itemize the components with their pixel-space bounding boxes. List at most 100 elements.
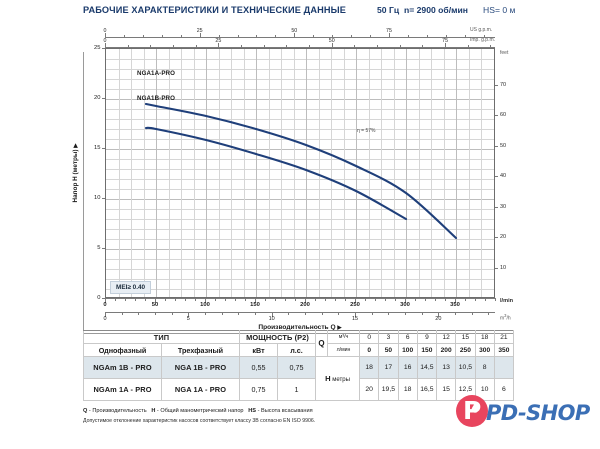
footnote-tolerance: Допустимое отклонение характеристик насо…: [83, 417, 316, 424]
axis-tick: [377, 45, 379, 48]
y-axis-arrow-icon: ▶: [73, 143, 79, 148]
mei-badge: MEI≥ 0.40: [110, 280, 152, 294]
axis-tick: [171, 312, 173, 315]
axis-tick-label: 0: [97, 295, 101, 301]
gridline-horizontal: [106, 109, 494, 110]
h-unit: метры: [330, 377, 350, 383]
axis-tick: [465, 298, 466, 301]
axis-tick: [490, 45, 492, 48]
q-value-m3h-1: 3: [378, 330, 399, 344]
axis-tick: [407, 35, 409, 38]
axis-tick: [256, 35, 258, 38]
power-kw-value: 0,55: [239, 356, 279, 379]
axis-tick: [405, 298, 406, 303]
axis-tick: [471, 312, 473, 315]
power-hp-value: 0,75: [277, 356, 317, 379]
gridline-horizontal: [106, 209, 494, 210]
axis-tick: [241, 45, 243, 48]
axis-tick: [175, 298, 176, 301]
axis-tick: [145, 298, 146, 301]
axis-tick: [435, 298, 436, 301]
axis-tick-label: 30: [500, 203, 507, 210]
axis-tick: [237, 35, 239, 38]
axis-tick: [495, 298, 496, 301]
axis-tick: [345, 298, 346, 301]
axis-tick: [426, 35, 428, 38]
gridline-horizontal: [106, 269, 494, 270]
h-value-6: 10: [474, 378, 495, 401]
gridline-horizontal: [106, 279, 494, 280]
axis-tick: [365, 298, 366, 301]
axis-tick: [455, 312, 456, 315]
axis-tick-label: 50: [291, 27, 298, 34]
q-value-lmin-7: 350: [493, 343, 515, 357]
h-value-5: 10,5: [455, 356, 476, 379]
axis-top-imp-gpm: 0 25 50 75: [103, 37, 495, 48]
gridline-vertical: [256, 49, 257, 297]
axis-tick: [315, 298, 316, 301]
axis-tick: [445, 298, 446, 301]
h-symbol: H: [325, 374, 331, 383]
axis-bottom-lmin: 0 50 100 150 200 250 300 350: [103, 298, 496, 310]
axis-tick: [173, 45, 175, 48]
axis-tick: [375, 298, 376, 301]
axis-tick-label: 50: [328, 37, 335, 44]
axis-tick: [275, 298, 276, 301]
header-power: МОЩНОСТЬ (P2): [239, 330, 317, 344]
axis-tick: [325, 298, 326, 301]
table-row[interactable]: NGAm 1A - PRO NGA 1A - PRO 0,75 1 20 19,5 18 16…: [83, 378, 515, 401]
h-value-0: 18: [359, 356, 380, 379]
axis-tick: [495, 84, 498, 86]
axis-tick: [421, 312, 423, 315]
curve-label-nga1a: NGA1A-PRO: [137, 70, 176, 77]
axis-tick-label: 300: [400, 302, 410, 308]
header-q-unit-lmin: л/мин: [327, 343, 361, 357]
gridline-horizontal: [106, 219, 494, 220]
axis-tick: [321, 312, 323, 315]
header-frequency: 50 Гц: [377, 5, 400, 15]
axis-tick: [354, 45, 356, 48]
axis-tick: [495, 206, 498, 208]
h-value-4: 15: [436, 378, 457, 401]
gridline-horizontal: [106, 69, 494, 70]
plot-area: NGA1A-PRO NGA1B-PRO η = 57% MEI≥ 0.40: [105, 48, 495, 298]
axis-tick: [485, 298, 486, 301]
power-hp-value: 1: [277, 378, 317, 401]
gridline-vertical: [243, 49, 245, 297]
footnote-h-symbol: H: [151, 408, 156, 414]
q-value-m3h-5: 15: [455, 330, 476, 344]
axis-tick: [195, 298, 196, 301]
axis-top-us-gpm: 0 25 50 75: [104, 27, 495, 38]
axis-tick-label: 200: [300, 302, 310, 308]
chart-left-rule: [83, 52, 84, 334]
axis-tick: [142, 35, 144, 38]
x-axis-title: Производительность Q ▶: [105, 324, 495, 331]
axis-tick-label: 350: [450, 302, 460, 308]
axis-tick: [305, 312, 306, 315]
axis-tick-label: 25: [215, 37, 222, 44]
axis-tick-label: 25: [196, 27, 203, 34]
axis-tick: [255, 298, 256, 303]
table-row[interactable]: NGAm 1B - PRO NGA 1B - PRO 0,55 0,75 H метры…: [83, 356, 515, 401]
axis-tick: [388, 33, 390, 38]
axis-tick: [351, 35, 353, 38]
axis-line: [105, 37, 495, 38]
axis-unit-us-gpm: US g.p.m.: [470, 27, 493, 33]
curve-nga1b-pro: [144, 126, 408, 221]
axis-tick: [295, 298, 296, 301]
axis-tick: [332, 35, 334, 38]
axis-tick: [495, 267, 498, 269]
axis-tick-label: 50: [151, 302, 159, 308]
gridline-vertical: [181, 49, 182, 297]
pd-shop-logo[interactable]: P PD-SHOP: [456, 392, 596, 434]
axis-tick-label: 0: [103, 37, 107, 44]
footnotes: Q - Производительность H - Общий маномет…: [83, 408, 523, 424]
axis-tick: [235, 298, 236, 301]
axis-tick: [495, 115, 498, 117]
footnote-q-symbol: Q: [83, 408, 88, 414]
header-power-hp: л.с.: [277, 343, 317, 357]
axis-tick: [215, 298, 216, 301]
axis-tick: [263, 45, 265, 48]
axis-tick: [199, 33, 201, 38]
gridline-vertical: [493, 49, 494, 297]
